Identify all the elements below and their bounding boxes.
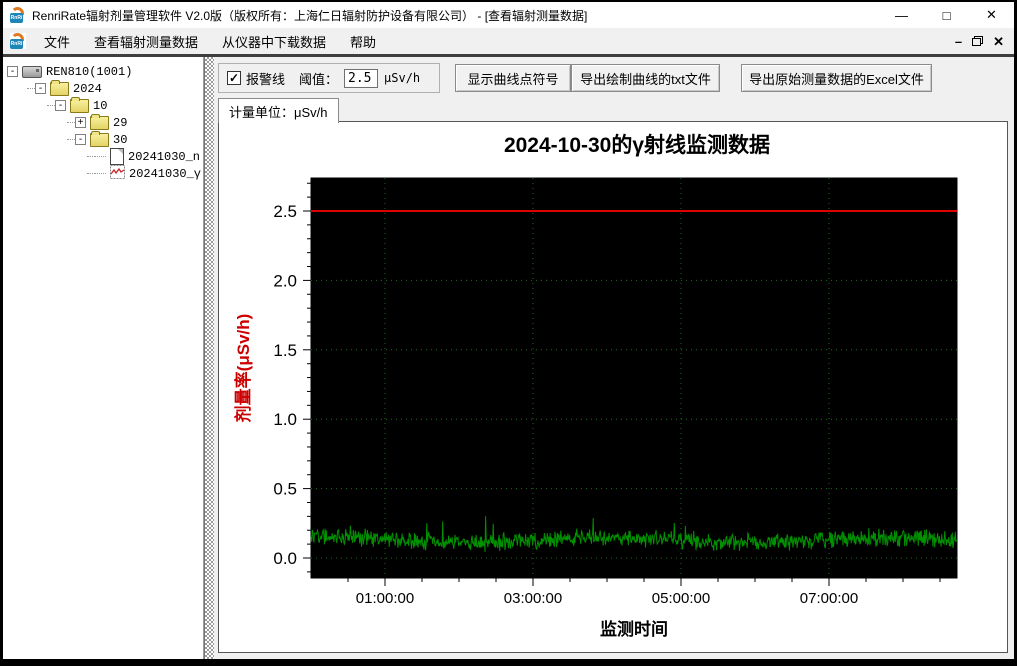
alarm-line-checkbox[interactable]: ✓: [227, 71, 241, 85]
measure-unit-tab[interactable]: 计量单位：μSv/h: [218, 98, 339, 123]
y-tick-label: 2.5: [273, 202, 297, 221]
y-axis-title: 剂量率(μSv/h): [233, 314, 253, 423]
logo-arc: [11, 33, 24, 41]
tree-connector: [95, 156, 106, 157]
alarm-line-groupbox: ✓ 报警线 阈值： μSv/h: [218, 63, 440, 93]
x-tick-label: 07:00:00: [800, 590, 858, 607]
device-tree: - REN810(1001) -2024-10 +29-30 20241030_n 202…: [3, 57, 203, 182]
client-area: - REN810(1001) -2024-10 +29-30 20241030_n 202…: [3, 57, 1014, 659]
tree-item-REN810(1001)[interactable]: - REN810(1001): [3, 63, 203, 80]
menu-help[interactable]: 帮助: [350, 34, 377, 50]
tree-item-label: 2024: [73, 81, 102, 96]
chart-file-icon: [110, 164, 125, 183]
tree-expander-icon[interactable]: -: [75, 134, 86, 145]
mdi-child-controls: – ✕: [955, 35, 1014, 48]
mdi-child-icon[interactable]: RnRi: [10, 33, 26, 49]
threshold-input[interactable]: [344, 68, 379, 88]
chart-canvas: 0.0 0.5 1.0 1.5 2.0 2.5 01:00:00 03:00:00 05:00:…: [233, 177, 958, 639]
y-tick-label: 0.0: [273, 549, 297, 568]
tree-item-10[interactable]: - 10: [3, 96, 203, 114]
logo-chip: RnRi: [10, 13, 23, 23]
x-axis-title: 监测时间: [600, 619, 668, 639]
mdi-close-icon[interactable]: ✕: [993, 33, 1004, 49]
tree-connector: [95, 173, 106, 174]
main-panel: ✓ 报警线 阈值： μSv/h 显示曲线点符号 导出绘制曲线的txt文件 导出原…: [214, 57, 1014, 659]
chart-title: 2024-10-30的γ射线监测数据: [503, 134, 771, 157]
menu-bar: RnRi 文件 查看辐射测量数据 从仪器中下载数据 帮助 – ✕: [3, 28, 1014, 57]
maximize-icon[interactable]: □: [942, 7, 951, 23]
folder-icon: [90, 113, 109, 130]
document-icon: [110, 148, 124, 165]
tree-expander-icon[interactable]: -: [55, 100, 66, 111]
tree-item-label: 20241030_n: [128, 149, 201, 164]
tree-connector: [87, 156, 95, 157]
y-tick-label: 2.0: [273, 271, 297, 290]
tree-item-30[interactable]: - 30: [3, 130, 203, 148]
tree-item-2024[interactable]: - 2024: [3, 79, 203, 97]
tree-connector: [27, 88, 35, 89]
y-tick-label: 0.5: [273, 480, 297, 499]
y-tick-label: 1.0: [273, 410, 297, 429]
tree-item-29[interactable]: +29: [3, 113, 203, 131]
x-tick-label: 03:00:00: [504, 590, 562, 607]
app-logo-icon: RnRi: [10, 7, 26, 23]
plot-area: [310, 177, 958, 579]
export-curve-txt-button[interactable]: 导出绘制曲线的txt文件: [571, 64, 720, 92]
tree-connector: [47, 105, 55, 106]
tree-item-20241030_γ[interactable]: 20241030_γ: [3, 164, 203, 183]
alarm-line-label: 报警线: [246, 71, 286, 87]
close-icon[interactable]: ✕: [986, 7, 997, 22]
window-title: RenriRate辐射剂量管理软件 V2.0版（版权所有：上海仁日辐射防护设备有…: [32, 8, 588, 23]
show-curve-point-symbols-button[interactable]: 显示曲线点符号: [455, 64, 571, 92]
threshold-label: 阈值：: [299, 71, 339, 87]
mdi-restore-icon[interactable]: [972, 36, 984, 46]
window-controls: — □ ✕: [879, 2, 1014, 28]
tree-expander-icon[interactable]: +: [75, 117, 86, 128]
tree-item-20241030_n[interactable]: 20241030_n: [3, 148, 203, 165]
threshold-unit-label: μSv/h: [384, 71, 421, 85]
folder-icon: [90, 130, 109, 147]
export-raw-excel-button[interactable]: 导出原始测量数据的Excel文件: [741, 64, 932, 92]
chart-panel: 2024-10-30的γ射线监测数据 0.0 0.5 1.0 1.5 2.0 2.5 01:…: [218, 121, 1008, 653]
mdi-minimize-icon[interactable]: –: [954, 33, 963, 49]
tree-connector: [67, 122, 75, 123]
gamma-doserate-series: [310, 516, 958, 552]
tree-item-label: REN810(1001): [46, 64, 133, 79]
logo-arc: [11, 7, 24, 15]
y-tick-label: 1.5: [273, 341, 297, 360]
menu-file[interactable]: 文件: [44, 34, 71, 50]
tree-expander-icon[interactable]: -: [35, 83, 46, 94]
x-tick-label: 05:00:00: [652, 590, 710, 607]
tree-item-label: 20241030_γ: [129, 166, 202, 181]
menu-view-measure-data[interactable]: 查看辐射测量数据: [94, 34, 199, 50]
tree-connector: [87, 173, 95, 174]
folder-icon: [70, 96, 89, 113]
tree-item-label: 10: [93, 98, 108, 113]
x-tick-label: 01:00:00: [356, 590, 414, 607]
tree-item-label: 30: [113, 132, 128, 147]
tree-expander-icon[interactable]: -: [7, 66, 18, 77]
tree-item-label: 29: [113, 115, 128, 130]
menu-download-from-device[interactable]: 从仪器中下载数据: [222, 34, 327, 50]
minimize-icon[interactable]: —: [895, 7, 908, 23]
logo-chip: RnRi: [10, 39, 23, 49]
device-icon: [22, 65, 42, 78]
title-bar: RnRi RenriRate辐射剂量管理软件 V2.0版（版权所有：上海仁日辐射…: [3, 2, 1014, 28]
device-tree-panel: - REN810(1001) -2024-10 +29-30 20241030_n 202…: [3, 57, 204, 659]
tree-connector: [67, 139, 75, 140]
folder-icon: [50, 79, 69, 96]
